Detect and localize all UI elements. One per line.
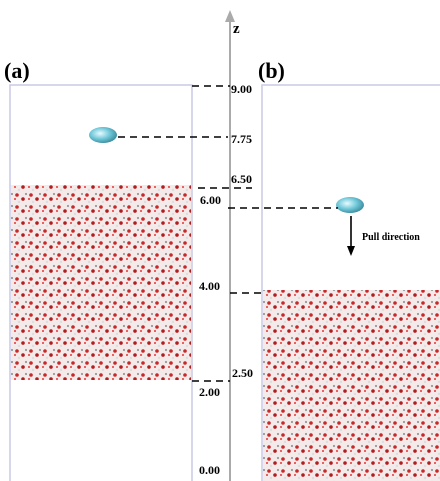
z-tick-label: 0.00 [199,463,220,477]
molecule-b [336,197,364,213]
figure: (a) (b) z 9.00 7.75 6.50 6.00 4.00 2.50 … [0,0,440,481]
panel-label: (a) [4,58,30,83]
z-tick-label: 2.50 [232,366,253,380]
z-tick-label: 9.00 [231,82,252,96]
water-slab-a [11,185,191,380]
z-tick-label: 2.00 [199,385,220,399]
z-tick-label: 7.75 [231,132,252,146]
molecule-a [89,127,117,143]
axis-label: z [233,21,240,37]
panel-label: (b) [258,58,285,83]
z-tick-label: 6.00 [200,193,221,207]
water-slab-b [263,290,440,481]
z-tick-label: 4.00 [199,279,220,293]
annotation: Pull direction [362,232,420,243]
z-tick-label: 6.50 [231,172,252,186]
